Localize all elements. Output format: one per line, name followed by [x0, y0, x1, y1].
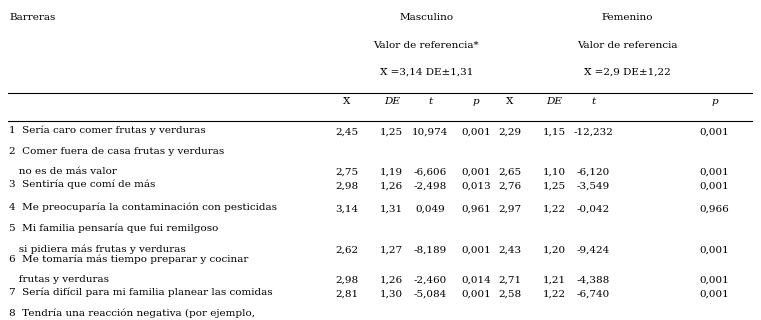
Text: -2,498: -2,498 — [414, 182, 447, 191]
Text: 3,14: 3,14 — [336, 205, 358, 214]
Text: 0,001: 0,001 — [461, 290, 491, 299]
Text: frutas y verduras: frutas y verduras — [9, 275, 109, 284]
Text: Valor de referencia: Valor de referencia — [577, 41, 677, 50]
Text: no es de más valor: no es de más valor — [9, 167, 117, 176]
Text: 1,10: 1,10 — [543, 168, 566, 177]
Text: 2,75: 2,75 — [336, 168, 358, 177]
Text: 2,43: 2,43 — [498, 245, 521, 254]
Text: -3,549: -3,549 — [576, 182, 610, 191]
Text: 0,014: 0,014 — [461, 276, 491, 285]
Text: 2,58: 2,58 — [498, 290, 521, 299]
Text: 4  Me preocuparía la contaminación con pesticidas: 4 Me preocuparía la contaminación con pe… — [9, 203, 277, 212]
Text: 0,001: 0,001 — [699, 168, 730, 177]
Text: 1,26: 1,26 — [380, 276, 403, 285]
Text: 1,22: 1,22 — [543, 290, 566, 299]
Text: 0,961: 0,961 — [461, 205, 491, 214]
Text: p: p — [712, 97, 718, 106]
Text: 0,013: 0,013 — [461, 182, 491, 191]
Text: 2  Comer fuera de casa frutas y verduras: 2 Comer fuera de casa frutas y verduras — [9, 147, 224, 156]
Text: 0,966: 0,966 — [699, 205, 730, 214]
Text: 1,26: 1,26 — [380, 182, 403, 191]
Text: 8  Tendría una reacción negativa (por ejemplo,: 8 Tendría una reacción negativa (por eje… — [9, 309, 255, 318]
Text: p: p — [473, 97, 479, 106]
Text: DE: DE — [546, 97, 562, 106]
Text: 2,98: 2,98 — [336, 182, 358, 191]
Text: 6  Me tomaría más tiempo preparar y cocinar: 6 Me tomaría más tiempo preparar y cocin… — [9, 255, 249, 264]
Text: 2,45: 2,45 — [336, 128, 358, 137]
Text: Valor de referencia*: Valor de referencia* — [374, 41, 479, 50]
Text: 1  Sería caro comer frutas y verduras: 1 Sería caro comer frutas y verduras — [9, 126, 206, 135]
Text: t: t — [591, 97, 595, 106]
Text: 0,049: 0,049 — [416, 205, 445, 214]
Text: 2,62: 2,62 — [336, 245, 358, 254]
Text: X̅: X̅ — [343, 97, 351, 106]
Text: -6,740: -6,740 — [576, 290, 610, 299]
Text: 7  Sería difícil para mi familia planear las comidas: 7 Sería difícil para mi familia planear … — [9, 288, 272, 297]
Text: Masculino: Masculino — [400, 12, 454, 22]
Text: Barreras: Barreras — [9, 12, 56, 22]
Text: 2,76: 2,76 — [498, 182, 521, 191]
Text: 2,65: 2,65 — [498, 168, 521, 177]
Text: 5  Mi familia pensaría que fui remilgoso: 5 Mi familia pensaría que fui remilgoso — [9, 224, 218, 234]
Text: -6,120: -6,120 — [576, 168, 610, 177]
Text: 1,20: 1,20 — [543, 245, 566, 254]
Text: -5,084: -5,084 — [414, 290, 447, 299]
Text: 1,21: 1,21 — [543, 276, 566, 285]
Text: 1,19: 1,19 — [380, 168, 403, 177]
Text: 2,97: 2,97 — [498, 205, 521, 214]
Text: t: t — [428, 97, 432, 106]
Text: 1,25: 1,25 — [543, 182, 566, 191]
Text: -0,042: -0,042 — [576, 205, 610, 214]
Text: X̅: X̅ — [506, 97, 513, 106]
Text: DE: DE — [384, 97, 400, 106]
Text: 3  Sentiría que comí de más: 3 Sentiría que comí de más — [9, 180, 155, 189]
Text: -2,460: -2,460 — [414, 276, 447, 285]
Text: 1,31: 1,31 — [380, 205, 403, 214]
Text: X̅ =3,14 DE±1,31: X̅ =3,14 DE±1,31 — [380, 68, 473, 76]
Text: 0,001: 0,001 — [461, 128, 491, 137]
Text: 1,27: 1,27 — [380, 245, 403, 254]
Text: 1,22: 1,22 — [543, 205, 566, 214]
Text: 2,71: 2,71 — [498, 276, 521, 285]
Text: 10,974: 10,974 — [412, 128, 449, 137]
Text: 0,001: 0,001 — [461, 168, 491, 177]
Text: -9,424: -9,424 — [576, 245, 610, 254]
Text: 1,15: 1,15 — [543, 128, 566, 137]
Text: -12,232: -12,232 — [573, 128, 613, 137]
Text: 1,30: 1,30 — [380, 290, 403, 299]
Text: 0,001: 0,001 — [461, 245, 491, 254]
Text: Femenino: Femenino — [601, 12, 653, 22]
Text: 0,001: 0,001 — [699, 128, 730, 137]
Text: 0,001: 0,001 — [699, 245, 730, 254]
Text: si pidiera más frutas y verduras: si pidiera más frutas y verduras — [9, 244, 186, 253]
Text: -6,606: -6,606 — [414, 168, 447, 177]
Text: 1,25: 1,25 — [380, 128, 403, 137]
Text: -4,388: -4,388 — [576, 276, 610, 285]
Text: 2,81: 2,81 — [336, 290, 358, 299]
Text: -8,189: -8,189 — [414, 245, 447, 254]
Text: X̅ =2,9 DE±1,22: X̅ =2,9 DE±1,22 — [584, 68, 670, 76]
Text: 0,001: 0,001 — [699, 182, 730, 191]
Text: 2,29: 2,29 — [498, 128, 521, 137]
Text: 0,001: 0,001 — [699, 276, 730, 285]
Text: 0,001: 0,001 — [699, 290, 730, 299]
Text: 2,98: 2,98 — [336, 276, 358, 285]
